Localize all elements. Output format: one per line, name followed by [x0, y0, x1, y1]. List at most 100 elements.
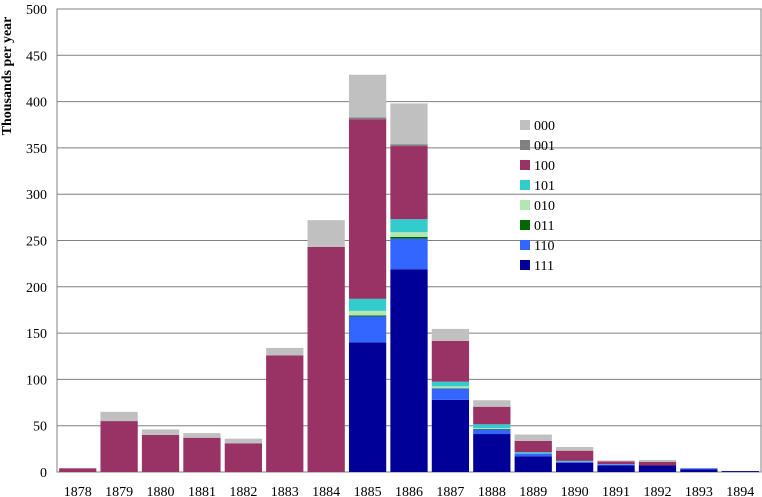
y-tick-label: 300	[26, 188, 47, 203]
legend-swatch-010	[520, 200, 530, 210]
bar-segment-111-1893	[680, 469, 718, 472]
bar-segment-110-1889	[514, 453, 552, 457]
legend-label-000: 000	[534, 119, 555, 134]
bar-segment-000-1891	[597, 460, 635, 462]
legend-label-110: 110	[534, 239, 554, 254]
x-tick-label: 1890	[561, 485, 589, 497]
x-tick-label: 1894	[726, 485, 754, 497]
bar-segment-100-1878	[59, 468, 97, 472]
bar-segment-100-1883	[266, 355, 304, 472]
x-tick-label: 1885	[354, 485, 382, 497]
legend-label-010: 010	[534, 199, 555, 214]
x-tick-label: 1878	[64, 485, 92, 497]
bar-segment-111-1889	[514, 456, 552, 472]
bar-segment-000-1880	[141, 429, 180, 435]
bar-segment-000-1890	[556, 447, 594, 451]
bar-segment-000-1879	[100, 411, 138, 422]
bar-segment-000-1885	[348, 74, 387, 118]
bar-segment-000-1886	[390, 103, 428, 145]
x-tick-label: 1880	[147, 485, 175, 497]
legend-swatch-011	[520, 220, 530, 230]
x-tick-label: 1883	[271, 485, 299, 497]
y-tick-label: 50	[33, 420, 47, 435]
bar-segment-100-1892	[638, 461, 677, 466]
bar-segment-100-1891	[597, 461, 635, 465]
x-tick-label: 1892	[643, 485, 671, 497]
bar-segment-110-1893	[680, 468, 718, 470]
y-tick-label: 350	[26, 142, 47, 157]
bar-segment-000-1888	[473, 400, 511, 407]
y-axis-title: Thousands per year	[0, 17, 15, 136]
legend-swatch-101	[520, 180, 530, 190]
y-tick-label: 500	[26, 3, 47, 18]
bar-segment-001-1885	[348, 117, 387, 120]
x-tick-label: 1893	[685, 485, 713, 497]
bar-segment-000-1892	[638, 459, 677, 462]
bar-segment-000-1882	[224, 438, 262, 444]
bar-segment-000-1884	[307, 220, 345, 247]
y-tick-label: 200	[26, 281, 47, 296]
bar-segment-011-1886	[390, 236, 428, 239]
y-tick-label: 450	[26, 49, 47, 64]
x-tick-label: 1882	[229, 485, 257, 497]
y-tick-label: 0	[40, 466, 47, 481]
x-tick-label: 1884	[312, 485, 340, 497]
x-tick-label: 1881	[188, 485, 216, 497]
legend-swatch-100	[520, 160, 530, 170]
bar-segment-111-1891	[597, 465, 635, 472]
x-tick-labels: 1878 1879 1880 1881 1882 1883 1884 1885 1886 1887…	[64, 485, 755, 497]
bar-segment-010-1885	[348, 310, 387, 316]
legend-swatch-001	[520, 140, 530, 150]
bar-segment-101-1889	[514, 452, 552, 454]
bar-segment-101-1888	[473, 424, 511, 429]
bar-segment-101-1886	[390, 219, 428, 233]
legend: 000 001 100 101 010 011 110 111	[520, 119, 555, 274]
bar-segment-110-1888	[473, 429, 511, 435]
legend-swatch-110	[520, 240, 530, 250]
bars	[59, 74, 759, 472]
bar-segment-000-1889	[514, 434, 552, 441]
bar-segment-100-1885	[348, 119, 387, 299]
x-tick-label: 1879	[105, 485, 133, 497]
bar-segment-101-1885	[348, 298, 387, 311]
x-tick-label: 1887	[436, 485, 464, 497]
bar-segment-110-1890	[556, 461, 594, 463]
y-tick-labels: 0 50 100 150 200 250 300 350 400 450 500	[26, 3, 47, 481]
bar-segment-111-1885	[348, 342, 387, 472]
legend-label-100: 100	[534, 159, 555, 174]
bar-segment-111-1894	[721, 471, 759, 472]
y-tick-label: 150	[26, 327, 47, 342]
bar-segment-000-1881	[183, 433, 221, 438]
y-tick-label: 400	[26, 96, 47, 111]
bar-segment-110-1885	[348, 316, 387, 343]
legend-label-101: 101	[534, 179, 555, 194]
bar-segment-111-1890	[556, 462, 594, 472]
bar-segment-101-1887	[431, 381, 470, 387]
bar-segment-010-1888	[473, 428, 511, 429]
bar-segment-100-1890	[556, 450, 594, 461]
x-tick-label: 1891	[602, 485, 630, 497]
y-tick-label: 100	[26, 373, 47, 388]
bar-segment-011-1885	[348, 315, 387, 317]
bar-segment-010-1886	[390, 232, 428, 237]
bar-segment-111-1886	[390, 269, 428, 472]
bar-segment-100-1879	[100, 421, 138, 472]
bar-segment-111-1888	[473, 434, 511, 472]
bar-segment-100-1881	[183, 437, 221, 472]
bar-segment-111-1887	[431, 399, 470, 472]
bar-segment-001-1886	[390, 144, 428, 147]
legend-label-011: 011	[534, 219, 554, 234]
bar-segment-110-1887	[431, 388, 470, 400]
bar-segment-100-1888	[473, 406, 511, 425]
bar-segment-110-1886	[390, 238, 428, 270]
legend-label-001: 001	[534, 139, 555, 154]
bar-segment-010-1887	[431, 386, 470, 389]
bar-segment-110-1891	[597, 464, 635, 466]
y-tick-label: 250	[26, 235, 47, 250]
x-tick-label: 1889	[519, 485, 547, 497]
bar-segment-100-1884	[307, 246, 345, 472]
legend-swatch-000	[520, 120, 530, 130]
legend-swatch-111	[520, 260, 530, 270]
bar-segment-100-1880	[141, 434, 180, 472]
